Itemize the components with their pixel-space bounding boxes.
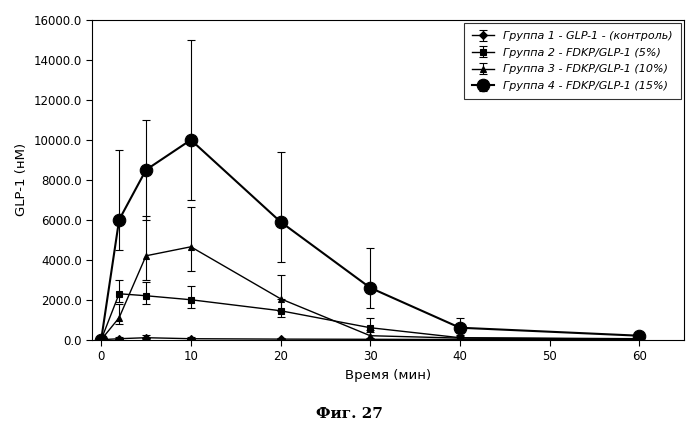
X-axis label: Время (мин): Время (мин) (345, 369, 431, 381)
Text: Фиг. 27: Фиг. 27 (316, 407, 383, 421)
Y-axis label: GLP-1 (нМ): GLP-1 (нМ) (15, 143, 28, 216)
Legend: Группа 1 - GLP-1 - (контроль), Группа 2 - FDKP/GLP-1 (5%), Группа 3 - FDKP/GLP-1: Группа 1 - GLP-1 - (контроль), Группа 2 … (464, 23, 681, 99)
